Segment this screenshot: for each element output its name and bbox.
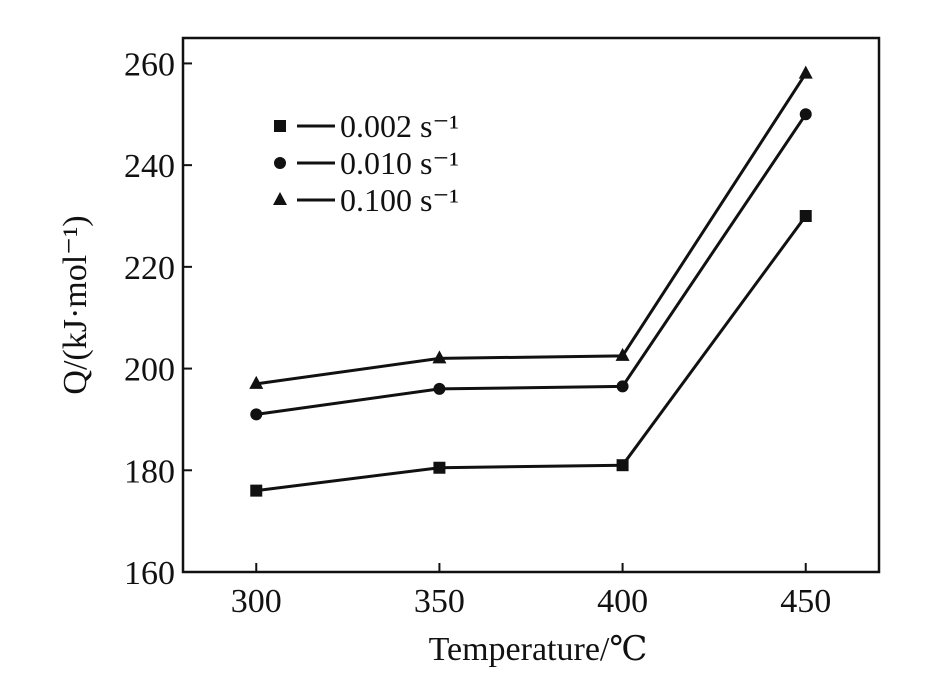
legend-label-1: 0.010 s⁻¹	[340, 145, 459, 181]
y-tick-label: 260	[124, 46, 175, 83]
data-point-s0-3	[799, 210, 812, 222]
data-point-s2-1	[432, 350, 447, 364]
data-point-s1-2	[616, 380, 629, 393]
y-tick-label: 220	[124, 250, 175, 287]
legend: 0.002 s⁻¹0.010 s⁻¹0.100 s⁻¹	[273, 108, 459, 218]
y-tick-label: 240	[124, 148, 175, 185]
legend-label-0: 0.002 s⁻¹	[340, 108, 459, 144]
data-point-s2-3	[798, 65, 813, 79]
series-line-0	[256, 215, 807, 493]
legend-marker-0	[274, 120, 286, 132]
plot-frame	[181, 36, 881, 574]
y-tick-label: 200	[124, 352, 175, 389]
data-point-s0-1	[433, 461, 446, 474]
series-line-2	[256, 72, 807, 386]
series-markers	[249, 65, 813, 497]
x-axis-ticks: 300 350 400 450	[231, 563, 831, 620]
legend-marker-2	[273, 192, 287, 205]
x-tick-label: 350	[414, 583, 465, 620]
data-point-s1-3	[799, 108, 812, 121]
y-axis-label: Q/(kJ·mol⁻¹)	[57, 215, 94, 394]
y-tick-label: 180	[124, 453, 175, 490]
series-lines	[256, 72, 807, 493]
x-tick-label: 450	[780, 583, 831, 620]
x-axis-label: Temperature/℃	[429, 631, 648, 668]
legend-marker-1	[274, 157, 286, 169]
x-tick-label: 400	[597, 583, 648, 620]
x-tick-label: 300	[231, 583, 282, 620]
data-point-s0-0	[250, 484, 263, 497]
y-tick-label: 160	[124, 555, 175, 592]
y-axis-ticks: 160 180 200 220 240 260	[124, 46, 192, 592]
data-point-s0-2	[616, 459, 629, 472]
series-line-1	[256, 113, 807, 416]
data-point-s2-2	[615, 347, 630, 361]
data-point-s1-1	[433, 382, 446, 395]
data-point-s1-0	[250, 408, 263, 421]
legend-label-2: 0.100 s⁻¹	[340, 182, 459, 218]
data-point-s2-0	[249, 375, 264, 389]
